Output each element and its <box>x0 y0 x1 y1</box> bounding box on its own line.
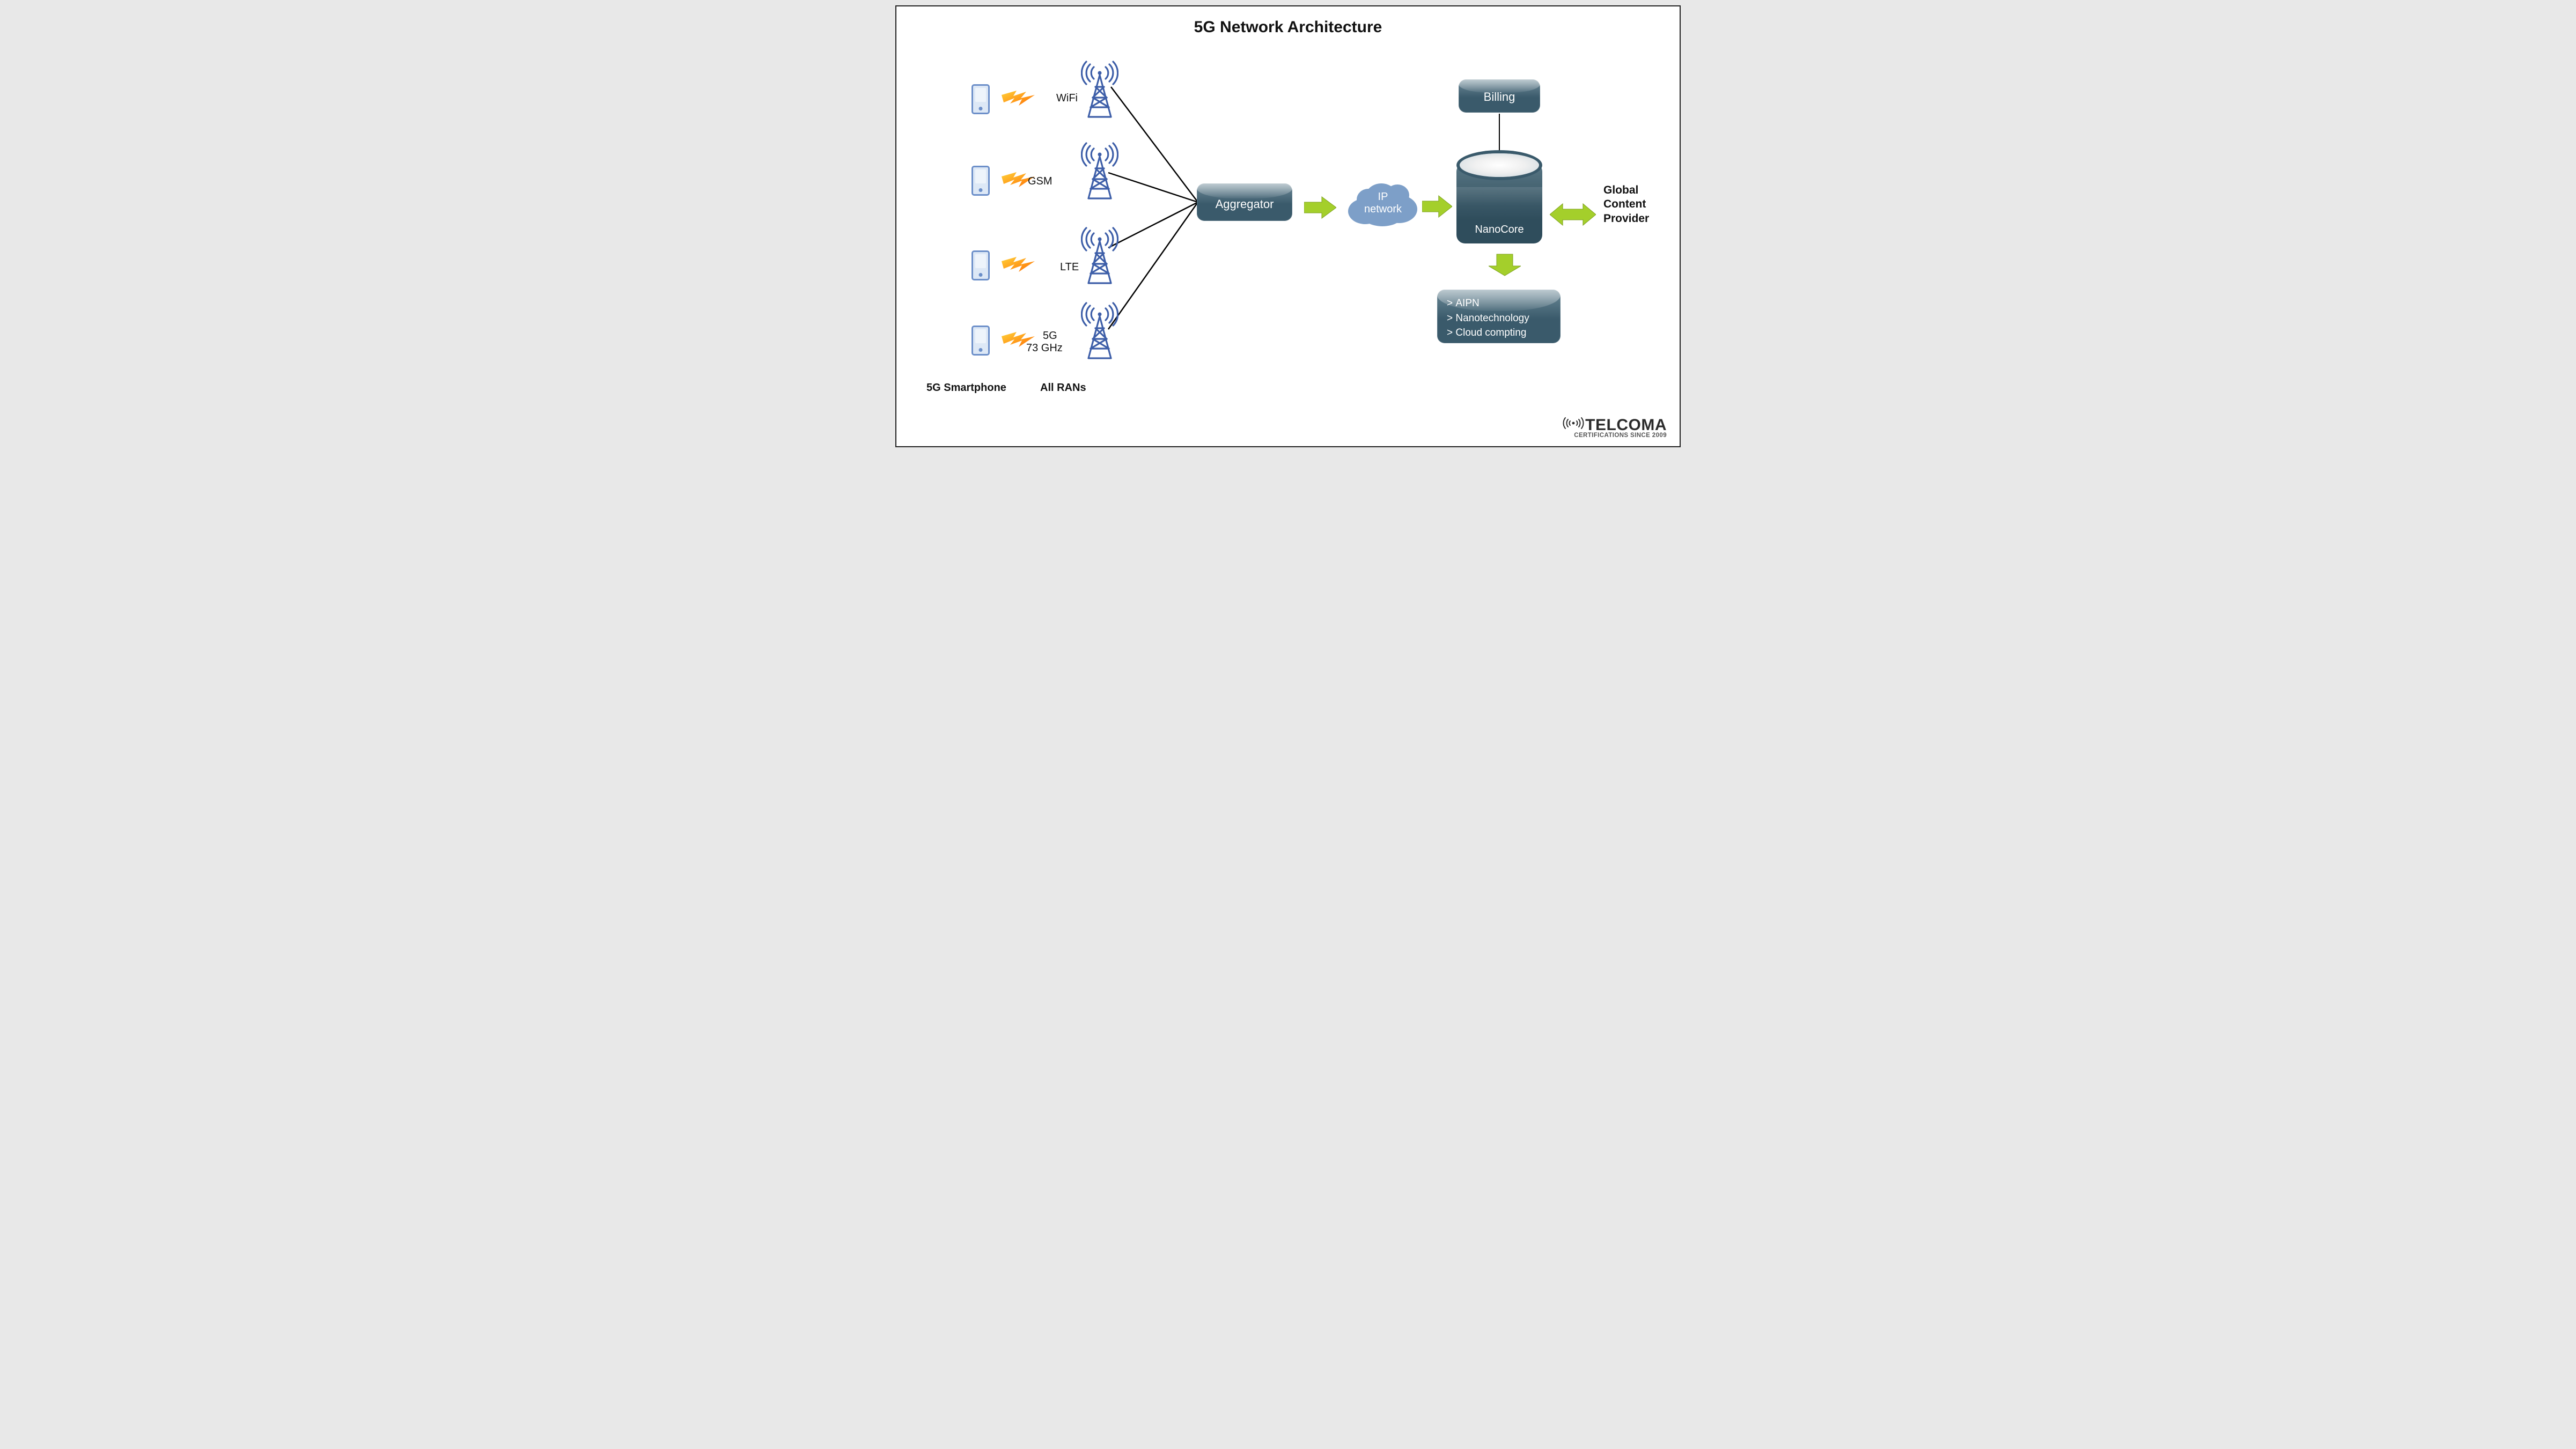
cloud-label: IP network <box>1343 191 1423 216</box>
billing-box: Billing <box>1459 79 1540 113</box>
signal-bolt-icon <box>1000 254 1035 273</box>
logo-signal-icon <box>1563 416 1584 434</box>
cell-tower-icon <box>1081 226 1113 280</box>
signal-bolt-icon <box>1000 87 1035 107</box>
logo-brand-text: TELCOMA <box>1585 416 1667 434</box>
devices-column-label: 5G Smartphone <box>926 382 1006 394</box>
technologies-list: > AIPN> Nanotechnology> Cloud compting <box>1437 290 1561 348</box>
cell-tower-icon <box>1081 142 1113 195</box>
cell-tower-icon <box>1081 301 1113 355</box>
flow-arrow-icon <box>1422 191 1454 213</box>
cell-tower-icon <box>1081 60 1113 114</box>
nanocore-cap-icon <box>1460 153 1539 177</box>
smartphone-icon <box>971 84 990 114</box>
ip-network-cloud: IP network <box>1343 176 1423 230</box>
diagram-canvas: 5G Network Architecture W <box>895 5 1681 447</box>
flow-arrow-icon <box>1489 249 1521 270</box>
ran-label: WiFi <box>1056 92 1078 105</box>
logo-subtitle: CERTIFICATIONS SINCE 2009 <box>1563 432 1667 439</box>
ran-label: 5G <box>1043 330 1057 342</box>
ran-sublabel: 73 GHz <box>1026 342 1063 354</box>
ran-label: LTE <box>1060 261 1079 273</box>
flow-arrow-icon <box>1304 191 1336 213</box>
billing-label: Billing <box>1459 79 1540 104</box>
flow-arrow-icon <box>1550 191 1582 213</box>
aggregator-box: Aggregator <box>1197 183 1292 221</box>
global-content-provider-label: Global Content Provider <box>1603 183 1649 226</box>
technologies-box: > AIPN> Nanotechnology> Cloud compting <box>1437 290 1561 343</box>
ran-label: GSM <box>1028 175 1053 188</box>
smartphone-icon <box>971 250 990 280</box>
nanocore-cylinder: NanoCore <box>1456 163 1542 243</box>
nanocore-label: NanoCore <box>1456 224 1542 236</box>
rans-column-label: All RANs <box>1040 382 1086 394</box>
telcoma-logo: TELCOMA CERTIFICATIONS SINCE 2009 <box>1563 416 1667 439</box>
aggregator-label: Aggregator <box>1197 183 1292 211</box>
smartphone-icon <box>971 166 990 196</box>
smartphone-icon <box>971 326 990 356</box>
